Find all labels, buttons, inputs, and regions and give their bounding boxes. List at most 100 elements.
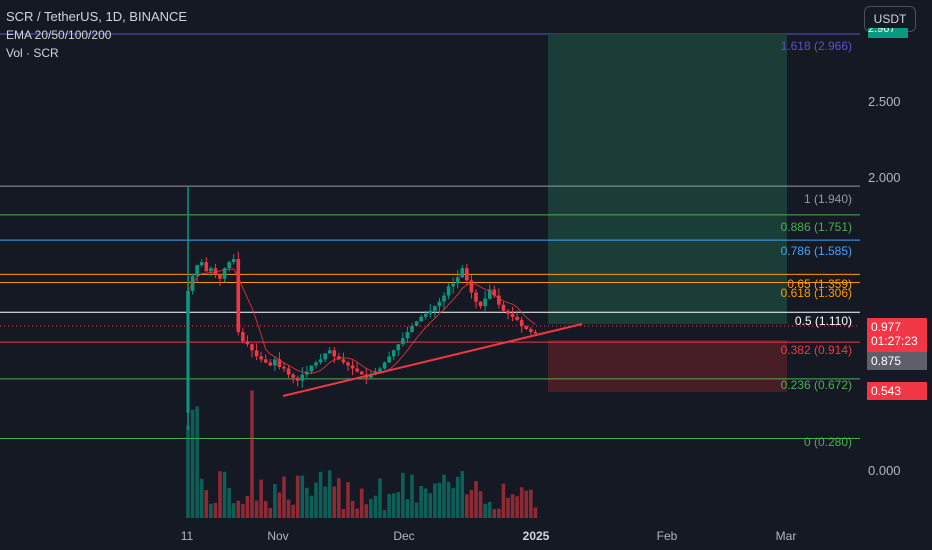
fib-level-label: 0.786 (1.585) xyxy=(780,244,852,258)
volume-bar xyxy=(446,481,451,518)
candle-body xyxy=(282,367,286,369)
volume-bar xyxy=(497,508,501,518)
candle-body xyxy=(487,289,492,299)
candle-body xyxy=(382,362,387,369)
volume-bar xyxy=(364,504,369,518)
candle-countdown: 01:27:23 xyxy=(871,334,918,348)
volume-bar xyxy=(323,486,327,518)
time-axis-label: Nov xyxy=(267,529,289,543)
time-axis-label: Dec xyxy=(393,529,415,543)
candle-body xyxy=(314,362,318,366)
volume-bar xyxy=(250,390,254,518)
volume-bar xyxy=(460,471,465,518)
volume-bar xyxy=(529,489,533,518)
candle-body xyxy=(474,292,478,302)
volume-bar xyxy=(291,504,295,518)
volume-bar xyxy=(474,481,478,518)
volume-bar xyxy=(222,471,227,518)
candle-body xyxy=(350,365,355,369)
stop-price-badge: 0.543 xyxy=(867,382,927,400)
volume-bar xyxy=(204,490,209,518)
candle-body xyxy=(254,350,259,357)
volume-indicator-label[interactable]: Vol · SCR xyxy=(6,46,59,60)
volume-bar xyxy=(373,495,378,518)
volume-bar xyxy=(277,492,282,518)
volume-bar xyxy=(391,493,396,518)
volume-bar xyxy=(332,486,337,518)
volume-bar xyxy=(213,502,218,518)
candle-body xyxy=(401,338,405,345)
volume-bar xyxy=(259,479,263,518)
symbol-title[interactable]: SCR / TetherUS, 1D, BINANCE xyxy=(6,9,188,24)
volume-bar xyxy=(263,501,268,518)
volume-bar xyxy=(231,503,236,518)
current-price-value: 0.977 xyxy=(871,320,902,334)
volume-bar xyxy=(227,487,231,518)
volume-bar xyxy=(282,476,286,518)
volume-bar xyxy=(515,496,519,518)
candle-body xyxy=(451,283,455,287)
candle-body xyxy=(410,325,414,333)
volume-bar xyxy=(300,475,305,518)
time-axis-label: Mar xyxy=(775,529,797,543)
volume-bar xyxy=(209,503,213,518)
candle-body xyxy=(318,359,323,363)
candle-body xyxy=(309,365,314,372)
volume-bar xyxy=(236,500,241,518)
candle-body xyxy=(227,262,231,269)
candle-body xyxy=(222,268,227,279)
ema-indicator-label[interactable]: EMA 20/50/100/200 xyxy=(6,28,112,42)
candle-body xyxy=(277,359,282,367)
candle-body xyxy=(414,321,419,326)
volume-bar xyxy=(478,491,483,518)
current-price-badge: 0.977 01:27:23 xyxy=(867,318,927,352)
candle-body xyxy=(295,377,300,381)
volume-bar xyxy=(451,488,455,518)
volume-bar xyxy=(533,507,538,518)
time-axis-label: 11 xyxy=(180,529,194,543)
fib-level-label: 0 (0.280) xyxy=(803,435,852,449)
volume-bar xyxy=(309,495,314,518)
candle-body xyxy=(218,274,222,279)
candle-body xyxy=(492,289,497,296)
volume-bar xyxy=(423,488,428,518)
candle-body xyxy=(391,350,396,357)
candle-body xyxy=(341,359,346,363)
volume-bar xyxy=(410,474,414,518)
volume-bar xyxy=(469,489,474,518)
candle-body xyxy=(359,371,364,375)
volume-bar xyxy=(483,503,487,518)
volume-bar xyxy=(387,493,391,518)
volume-bar xyxy=(369,498,373,518)
candle-body xyxy=(263,359,268,363)
volume-bar xyxy=(510,494,515,518)
candle-body xyxy=(241,332,245,342)
fib-level-label: 0.382 (0.914) xyxy=(780,343,852,357)
volume-bar xyxy=(405,499,410,518)
volume-bar xyxy=(318,471,323,518)
currency-button[interactable]: USDT xyxy=(864,6,916,32)
time-axis-label: Feb xyxy=(656,529,678,543)
volume-bar xyxy=(341,509,346,518)
candle-body xyxy=(378,368,382,372)
candle-body xyxy=(428,310,433,314)
volume-bar xyxy=(382,509,387,518)
candle-body xyxy=(497,295,501,305)
fib-level-label: 0.618 (1.306) xyxy=(780,286,852,300)
volume-bar xyxy=(519,487,524,518)
volume-bar xyxy=(419,485,423,518)
trendline xyxy=(282,323,583,397)
time-axis-label: 2025 xyxy=(522,529,550,543)
candle-body xyxy=(405,332,410,339)
volume-bar xyxy=(487,501,492,518)
candle-body xyxy=(396,344,401,351)
candle-body xyxy=(213,268,218,275)
candle-body xyxy=(483,298,487,307)
candle-body xyxy=(209,268,213,272)
ema-line xyxy=(187,268,536,375)
volume-bar xyxy=(506,497,510,518)
price-axis-top-label: 2.967 xyxy=(868,28,908,38)
candle-body xyxy=(273,359,277,366)
candle-body xyxy=(204,262,209,272)
